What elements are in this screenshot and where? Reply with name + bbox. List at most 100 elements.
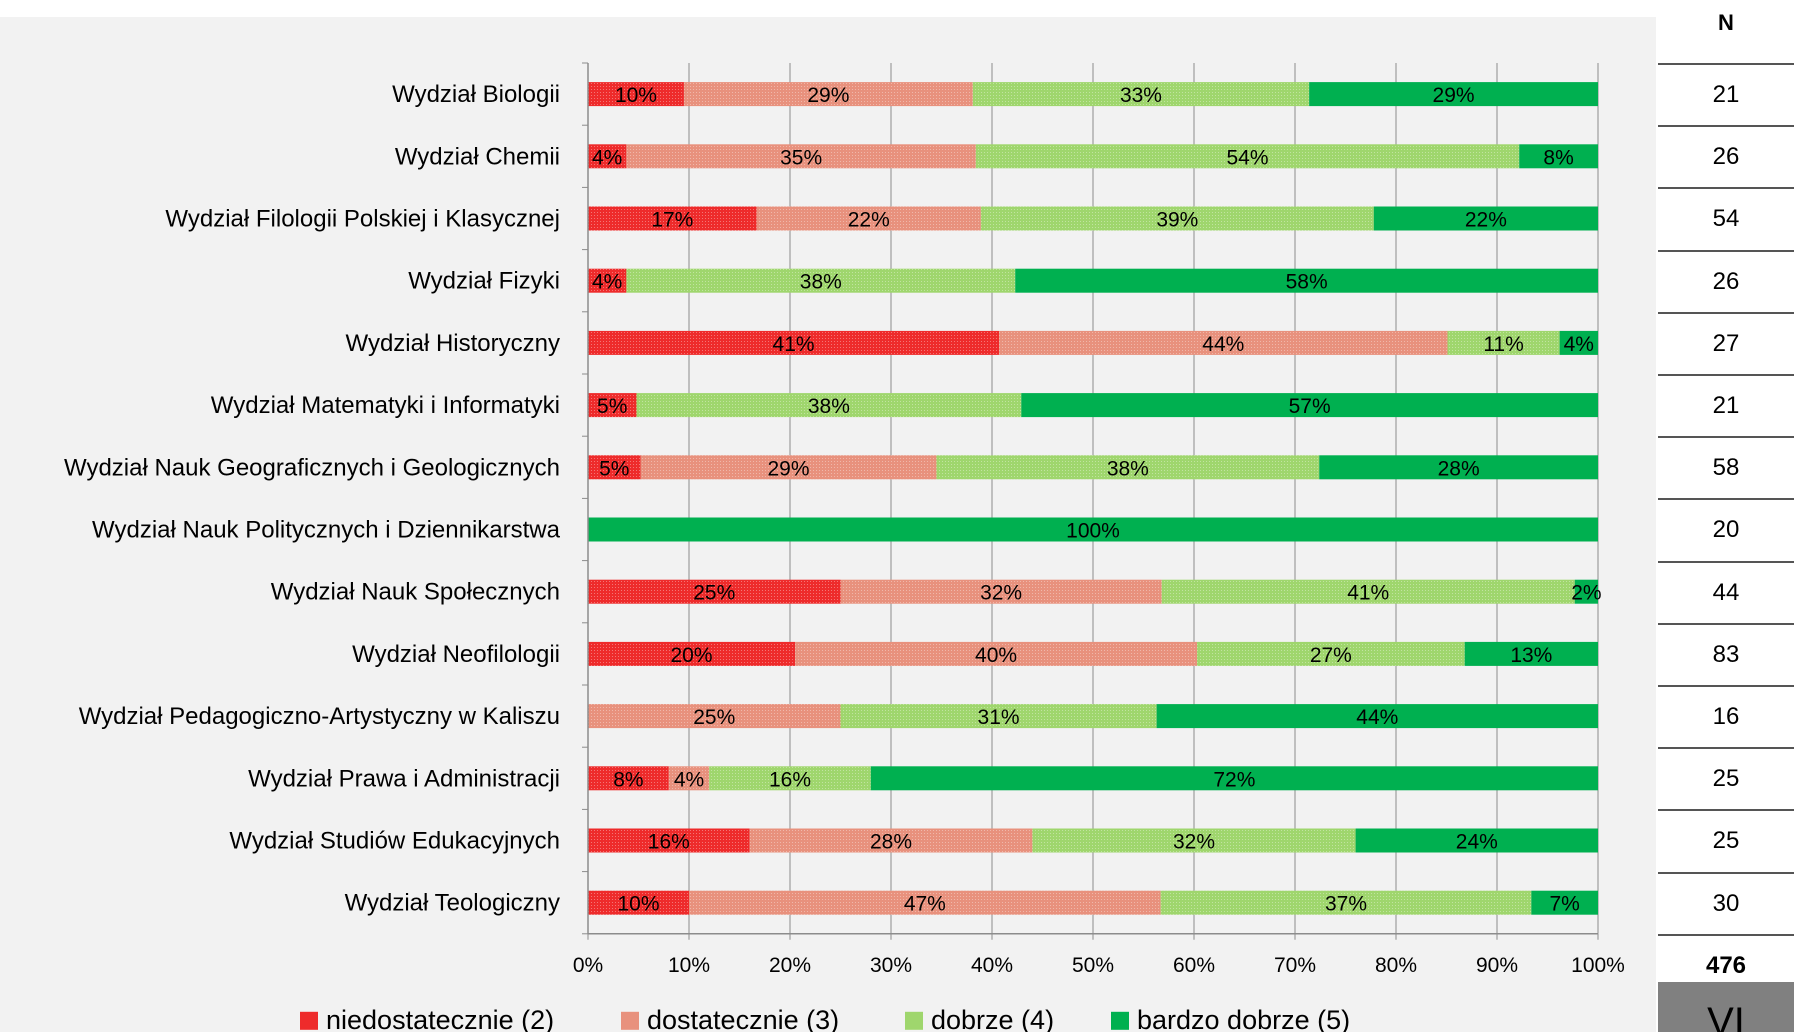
- legend-label: dostatecznie (3): [647, 1005, 839, 1032]
- n-table-footer: VI: [1658, 982, 1794, 1032]
- data-label: 100%: [1066, 520, 1120, 543]
- data-label: 38%: [800, 271, 842, 294]
- n-table-divider: [1658, 374, 1794, 376]
- category-label: Wydział Filologii Polskiej i Klasycznej: [165, 206, 560, 233]
- bar-segment: [1021, 393, 1598, 418]
- bar-texture: [683, 82, 973, 107]
- legend-swatch: [621, 1011, 639, 1030]
- data-label: 16%: [769, 768, 811, 791]
- bar-texture: [588, 890, 689, 915]
- n-table-divider: [1658, 871, 1794, 874]
- data-label: 11%: [1483, 333, 1523, 356]
- bar-texture: [588, 82, 684, 107]
- data-label: 32%: [980, 582, 1022, 605]
- x-tick-label: 80%: [1375, 954, 1417, 977]
- category-label: Wydział Matematyki i Informatyki: [211, 392, 560, 419]
- data-label: 28%: [870, 831, 912, 854]
- data-label: 25%: [693, 706, 735, 729]
- n-table-cell: 21: [1712, 392, 1740, 419]
- data-label: 2%: [1571, 582, 1601, 605]
- n-table-cell: 58: [1712, 454, 1740, 482]
- category-label: Wydział Studiów Edukacyjnych: [229, 828, 560, 855]
- data-label: 5%: [599, 457, 629, 480]
- legend-label: bardzo dobrze (5): [1137, 1005, 1350, 1032]
- n-table-cell: 83: [1712, 640, 1740, 668]
- data-label: 22%: [848, 209, 890, 232]
- data-label: 38%: [1107, 457, 1149, 480]
- legend-swatch: [1111, 1011, 1129, 1030]
- category-label: Wydział Chemii: [395, 143, 560, 170]
- bar-texture: [588, 704, 841, 729]
- bar-texture: [972, 82, 1310, 107]
- n-table-cell: 16: [1712, 703, 1740, 730]
- x-tick-label: 60%: [1173, 954, 1215, 977]
- bar-texture: [588, 766, 669, 791]
- data-label: 28%: [1438, 457, 1480, 480]
- category-label: Wydział Nauk Geograficznych i Geologiczn…: [64, 454, 560, 481]
- x-tick-label: 30%: [870, 954, 912, 977]
- data-label: 20%: [671, 644, 713, 667]
- bar-texture: [588, 144, 627, 169]
- n-table-divider: [1658, 747, 1794, 750]
- bar-segment: [1319, 455, 1598, 480]
- bar-segment: [1015, 268, 1598, 293]
- data-label: 4%: [674, 768, 704, 791]
- x-tick-label: 20%: [769, 954, 811, 977]
- bar-texture: [749, 828, 1033, 853]
- data-label: 40%: [975, 644, 1017, 667]
- n-table-cell: 25: [1712, 827, 1740, 855]
- data-label: 39%: [1156, 209, 1198, 232]
- data-label: 32%: [1173, 831, 1215, 854]
- data-label: 27%: [1310, 644, 1352, 667]
- data-label: 44%: [1202, 333, 1244, 356]
- legend-swatch: [300, 1011, 318, 1030]
- n-table-divider: [1658, 560, 1794, 563]
- n-table-cell: 27: [1712, 329, 1740, 357]
- bar-texture: [1160, 890, 1532, 915]
- data-label: 35%: [780, 146, 822, 169]
- data-label: 57%: [1289, 395, 1331, 418]
- bar-texture: [840, 704, 1157, 729]
- n-table-divider: [1658, 311, 1794, 314]
- data-label: 72%: [1213, 768, 1255, 791]
- bar-texture: [588, 455, 641, 480]
- data-label: 24%: [1456, 831, 1498, 854]
- legend-label: niedostatecznie (2): [326, 1005, 554, 1032]
- category-label: Wydział Prawa i Administracji: [248, 765, 560, 792]
- category-label: Wydział Biologii: [392, 81, 560, 108]
- n-table-cell: 25: [1712, 765, 1740, 793]
- bar-segment: [1156, 704, 1598, 729]
- bar-segment: [1355, 828, 1598, 853]
- n-table-divider: [1658, 498, 1794, 501]
- bar-segment: [1519, 144, 1598, 169]
- x-tick-label: 90%: [1476, 954, 1518, 977]
- bar-segment: [1373, 206, 1598, 231]
- data-label: 7%: [1549, 893, 1579, 916]
- bar-texture: [1197, 641, 1465, 666]
- x-tick-label: 0%: [573, 954, 603, 977]
- legend-label: dobrze (4): [931, 1005, 1054, 1032]
- data-label: 33%: [1120, 84, 1162, 107]
- n-table-cell: 44: [1712, 578, 1740, 606]
- n-table-cell: 54: [1712, 205, 1740, 233]
- data-label: 8%: [613, 768, 643, 791]
- data-label: 58%: [1286, 271, 1328, 294]
- x-tick-label: 70%: [1274, 954, 1316, 977]
- data-label: 41%: [773, 333, 815, 356]
- bar-texture: [1161, 579, 1575, 604]
- bar-segment: [1574, 579, 1598, 604]
- x-tick-label: 100%: [1571, 954, 1625, 977]
- n-table-divider: [1658, 125, 1794, 128]
- data-label: 16%: [648, 831, 690, 854]
- n-table-cell: 30: [1712, 889, 1740, 917]
- bar-segment: [1464, 641, 1598, 666]
- bar-texture: [689, 890, 1161, 915]
- data-label: 29%: [767, 457, 809, 480]
- bar-texture: [936, 455, 1320, 480]
- data-label: 44%: [1356, 706, 1398, 729]
- data-label: 37%: [1325, 893, 1367, 916]
- data-label: 5%: [597, 395, 627, 418]
- data-label: 29%: [1433, 84, 1475, 107]
- bar-texture: [975, 144, 1520, 169]
- bar-texture: [1032, 828, 1356, 853]
